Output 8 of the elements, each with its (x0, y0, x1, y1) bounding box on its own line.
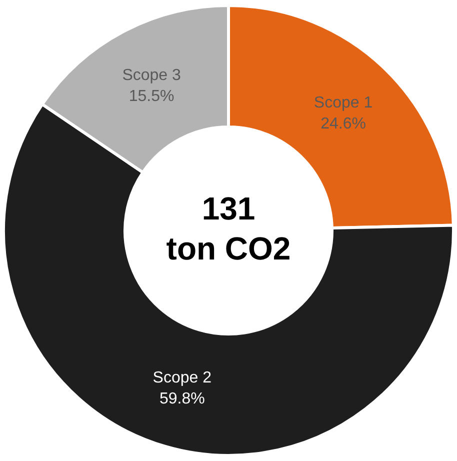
data-label: 24.6% (320, 115, 366, 132)
text: ton CO2 (166, 230, 291, 266)
text: 131 (202, 190, 256, 226)
slice-label: Scope 3 (122, 66, 182, 84)
data-label: 59.8% (159, 390, 205, 408)
slice-label: Scope 2 (152, 369, 212, 386)
slice-label: Scope 1 (314, 94, 373, 112)
data-label: 15.5% (128, 88, 174, 105)
